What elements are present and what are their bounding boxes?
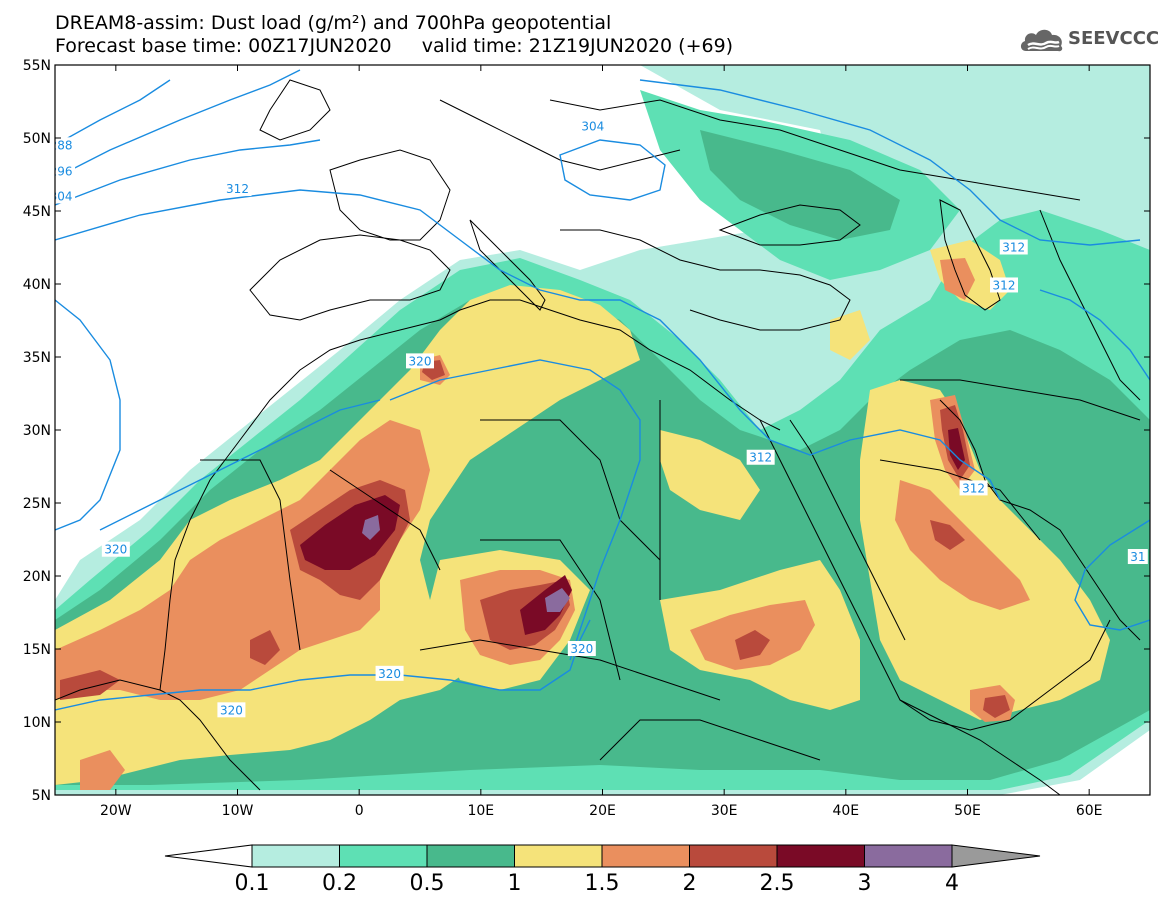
colorbar-label: 4 — [945, 871, 959, 896]
contour-label: 320 — [409, 354, 432, 368]
axis-ticks: 55N 50N 45N 40N 35N 30N 25N 20N 15N 10N 5N 20W 10W 0 1… — [23, 58, 1150, 819]
contour-312-north — [639, 79, 1141, 246]
seevccc-logo: SEEVCCC — [1018, 25, 1160, 57]
contour-label: 312 — [993, 278, 1016, 292]
contour-label: 312 — [226, 182, 249, 196]
colorbar-label: 0.5 — [410, 871, 445, 896]
contour-label: 296 — [50, 165, 73, 179]
lat-tick-label: 45N — [23, 204, 51, 220]
contour-label-background — [375, 665, 404, 681]
contour-label-background — [999, 239, 1028, 255]
coastlines-and-borders — [55, 79, 1141, 795]
colorbar-segment — [601, 844, 690, 868]
colorbar-label: 3 — [858, 871, 872, 896]
colorbar-label: 2.5 — [760, 871, 795, 896]
lat-tick-label: 40N — [23, 277, 51, 293]
contour-label-background — [217, 702, 246, 718]
contour-320-loop — [55, 299, 121, 531]
contour-labels: 288 296 304 312 304 312 312 320 312 312 320 31 320 32… — [50, 118, 1148, 718]
contour-label-background — [223, 181, 252, 197]
colorbar-segment — [426, 844, 515, 868]
lat-tick-label: 30N — [23, 423, 51, 439]
lon-tick-label: 60E — [1076, 803, 1103, 819]
contour-label: 304 — [50, 189, 73, 203]
lon-tick-label: 10E — [467, 803, 494, 819]
lat-tick-label: 15N — [23, 642, 51, 658]
contour-320-west — [99, 399, 381, 531]
forecast-time-subtitle: Forecast base time: 00Z17JUN2020 valid t… — [55, 35, 734, 57]
contour-304-east — [559, 139, 666, 201]
contour-label: 312 — [962, 481, 985, 495]
lon-tick-label: 10W — [222, 803, 254, 819]
contour-label-background — [55, 188, 76, 204]
colorbar-segment — [689, 844, 778, 868]
colorbar-segment — [339, 844, 428, 868]
figure-title: DREAM8-assim: Dust load (g/m²) and 700hP… — [55, 12, 612, 34]
dust-load-shading — [55, 65, 1150, 795]
contour-label: 312 — [1002, 241, 1025, 255]
contour-label: 31 — [1130, 550, 1145, 564]
colorbar-low-arrow — [164, 844, 253, 868]
colorbar-segment — [514, 844, 603, 868]
lon-tick-label: 40E — [832, 803, 859, 819]
contour-288 — [55, 79, 171, 146]
colorbar-label: 0.2 — [322, 871, 357, 896]
cloud-icon — [1020, 29, 1063, 52]
geopotential-contours — [55, 69, 1150, 711]
contour-label-background — [55, 163, 76, 179]
colorbar-label: 0.1 — [235, 871, 270, 896]
contour-312-west — [55, 189, 1001, 501]
contour-31x-east — [1074, 519, 1150, 631]
colorbar-label: 2 — [683, 871, 697, 896]
contour-304 — [55, 139, 321, 206]
contour-label-background — [1127, 549, 1148, 565]
contour-label-background — [55, 137, 76, 153]
lon-tick-label: 30E — [711, 803, 738, 819]
contour-label: 304 — [581, 119, 604, 133]
lon-tick-label: 0 — [355, 803, 364, 819]
lon-tick-label: 50E — [954, 803, 981, 819]
colorbar-label: 1.5 — [585, 871, 620, 896]
dust-level-1 — [55, 240, 1110, 785]
contour-label-background — [959, 480, 988, 496]
contour-296 — [55, 69, 301, 179]
colorbar-segment — [864, 844, 953, 868]
lon-tick-label: 20E — [589, 803, 616, 819]
contour-label: 288 — [50, 138, 73, 152]
contour-320-south — [55, 619, 591, 711]
contour-label-background — [101, 541, 130, 557]
lat-tick-label: 35N — [23, 350, 51, 366]
lon-tick-label: 20W — [100, 803, 132, 819]
contour-312-caspian — [1039, 289, 1150, 381]
logo-text: SEEVCCC — [1068, 28, 1160, 49]
colorbar: 0.1 0.2 0.5 1 1.5 2 2.5 3 4 — [164, 844, 1041, 896]
contour-label: 312 — [749, 451, 772, 465]
lat-tick-label: 5N — [32, 788, 51, 804]
contour-label: 320 — [104, 543, 127, 557]
contour-label-background — [746, 449, 775, 465]
contour-label-background — [990, 277, 1018, 293]
colorbar-segment — [251, 844, 340, 868]
lat-tick-label: 10N — [23, 715, 51, 731]
contour-label-background — [578, 118, 607, 134]
lat-tick-label: 55N — [23, 58, 51, 74]
contour-label: 320 — [220, 703, 243, 717]
dust-level-3 — [362, 515, 570, 612]
contour-label: 320 — [570, 642, 593, 656]
contour-label-background — [406, 353, 434, 369]
colorbar-segment — [776, 844, 865, 868]
colorbar-high-arrow — [951, 844, 1041, 868]
lat-tick-label: 25N — [23, 496, 51, 512]
colorbar-label: 1 — [508, 871, 522, 896]
contour-320-north — [389, 359, 641, 661]
contour-label-background — [567, 641, 596, 656]
contour-label: 320 — [378, 667, 401, 681]
lat-tick-label: 50N — [23, 131, 51, 147]
lat-tick-label: 20N — [23, 569, 51, 585]
